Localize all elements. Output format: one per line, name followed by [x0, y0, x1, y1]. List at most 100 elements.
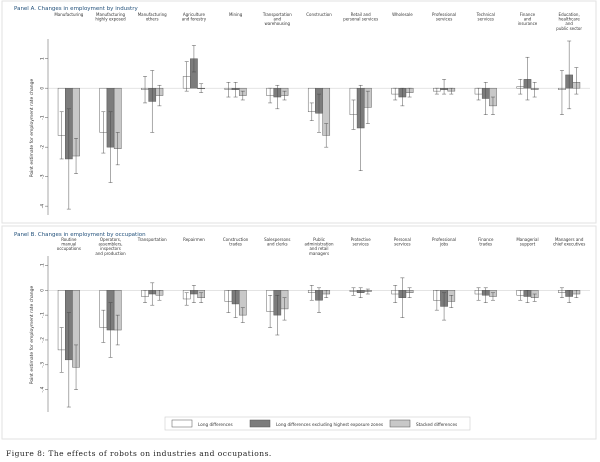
category-label-line: and production — [95, 251, 126, 256]
category-label: Professional jobs — [432, 237, 456, 247]
panel-a-plot: 1 0 -1 -2 -3 -4 Point estimate for employment … — [29, 12, 590, 215]
category-label-line: manual — [61, 242, 76, 247]
y-axis-label: Point estimate for employment rate chang… — [29, 286, 35, 385]
y-tick-label: 0 — [40, 87, 46, 90]
y-axis-label: Point estimate for employment rate chang… — [29, 79, 35, 178]
category-label-line: and forestry — [182, 17, 207, 22]
category-label-line: services — [436, 17, 452, 22]
category-label-line: Construction — [306, 12, 332, 17]
category-label-line: Personal — [394, 237, 411, 242]
category-label: Managerial support — [516, 237, 538, 247]
category-label-line: trades — [229, 242, 242, 247]
y-tick-label: -2 — [40, 145, 46, 150]
category-label-line: Finance — [520, 12, 536, 17]
category-label: Public administration and retail managers — [304, 237, 334, 256]
category-label-line: and — [274, 17, 282, 22]
category-label-line: Managers and — [555, 237, 584, 242]
category-label-line: Retail and — [351, 12, 372, 17]
y-tick-label: 1 — [40, 57, 46, 60]
category-label-line: administration — [304, 242, 334, 247]
category-label-line: assemblers, — [98, 242, 122, 247]
category-label-line: Protective — [351, 237, 372, 242]
category-label-line: jobs — [439, 242, 448, 247]
category-label-line: and — [565, 21, 573, 26]
category-label: Salespersons and clerks — [264, 237, 290, 247]
category-label: Construction — [306, 12, 332, 17]
category-label-line: inspectors — [100, 246, 121, 251]
category-label-line: others — [146, 17, 159, 22]
category-label: Wholesale — [392, 12, 413, 17]
category-label-line: Professional — [432, 237, 456, 242]
category-label-line: services — [478, 17, 494, 22]
panel-b-title: Panel B. Changes in employment by occupa… — [14, 232, 146, 238]
category-label-line: trades — [479, 242, 492, 247]
figure-caption: Figure 8: The effects of robots on indus… — [6, 449, 272, 458]
category-label-line: Transportation — [262, 12, 292, 17]
y-tick-label: .1 — [40, 263, 46, 267]
panel-a-title: Panel A. Changes in employment by indust… — [14, 6, 138, 12]
y-tick-label: -.4 — [40, 387, 46, 393]
category-label-line: and retail — [309, 246, 328, 251]
category-label-line: Finance — [478, 237, 494, 242]
category-label-line: Operators, — [100, 237, 121, 242]
category-label: Mining — [229, 12, 243, 17]
category-label: Managers and chief executives — [553, 237, 585, 247]
y-tick-label: 0 — [40, 289, 46, 292]
category-label: Technical services — [476, 12, 495, 22]
category-label: Protective services — [351, 237, 372, 247]
panel-a-frame — [1, 0, 597, 224]
category-label-line: Managerial — [516, 237, 538, 242]
category-label-line: Manufacturing — [138, 12, 167, 17]
legend-label-long: Long differences — [198, 422, 233, 427]
category-label-line: Agriculture — [183, 12, 206, 17]
category-label-line: and clerks — [267, 242, 288, 247]
category-label: Manufacturing highly exposed — [95, 12, 126, 22]
panel-b: Panel B. Changes in employment by occupa… — [1, 225, 597, 440]
category-label-line: insurance — [518, 21, 538, 26]
y-tick-label: -1 — [40, 115, 46, 120]
category-label-line: services — [352, 242, 368, 247]
category-label: Transportation and warehousing — [262, 12, 292, 26]
category-label: Finance trades — [478, 237, 494, 247]
y-tick-label: -.1 — [40, 312, 46, 318]
category-label-line: Mining — [229, 12, 243, 17]
category-label-line: Education, — [559, 12, 580, 17]
y-tick-label: -4 — [40, 204, 46, 209]
legend-swatch-long — [171, 419, 193, 428]
category-label: Retail and personal services — [343, 12, 378, 22]
category-label: Finance and insurance — [518, 12, 538, 26]
category-label-line: occupations — [57, 246, 81, 251]
category-label-line: Transportation — [137, 237, 167, 242]
panel-a: Panel A. Changes in employment by indust… — [1, 0, 597, 224]
category-label-line: support — [520, 242, 536, 247]
category-label-line: Salespersons — [264, 237, 290, 242]
category-label: Professional services — [432, 12, 456, 22]
category-label-line: Wholesale — [392, 12, 413, 17]
category-label: Education, healthcare and public sector — [556, 12, 582, 31]
panel-b-frame — [1, 225, 597, 440]
legend-label-highest: Long differences excluding highest expos… — [276, 422, 383, 427]
y-tick-label: -3 — [40, 174, 46, 179]
category-label: Construction trades — [223, 237, 249, 247]
category-label-line: Professional — [432, 12, 456, 17]
category-label-line: Manufacturing — [54, 12, 83, 17]
category-label-line: Repairmen — [183, 237, 205, 242]
y-tick-label: -.3 — [40, 362, 46, 368]
category-label-line: Construction — [223, 237, 249, 242]
panel-b-plot: .1 0 -.1 -.2 -.3 -.4 Point estimate for employ… — [29, 237, 590, 412]
category-label-line: highly exposed — [95, 17, 126, 22]
category-label-line: services — [394, 242, 410, 247]
category-label: Repairmen — [183, 237, 205, 242]
category-label: Routine manual occupations — [57, 237, 81, 251]
category-label: Operators, assemblers, inspectors and produ… — [95, 237, 126, 256]
category-label-line: personal services — [343, 17, 378, 22]
category-label-line: public sector — [556, 26, 582, 31]
legend-swatch-highest — [249, 419, 271, 428]
category-label-line: Routine — [61, 237, 77, 242]
category-label-line: Public — [313, 237, 325, 242]
category-label-line: chief executives — [553, 242, 585, 247]
category-label: Transportation — [137, 237, 167, 242]
category-label-line: and — [524, 17, 532, 22]
category-label: Manufacturing others — [138, 12, 167, 22]
